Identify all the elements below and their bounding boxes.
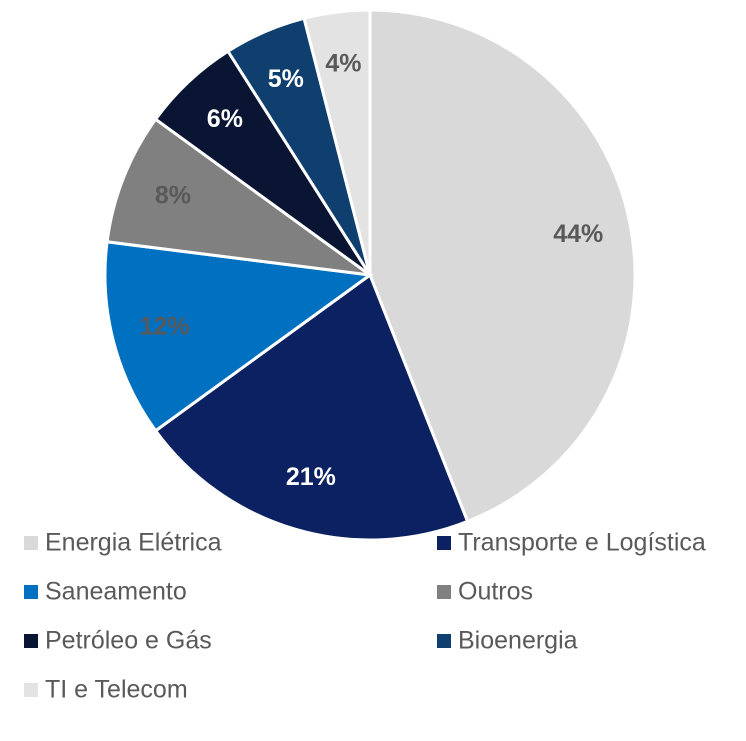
pie-slice bbox=[105, 117, 371, 277]
data-label: 44% bbox=[553, 220, 603, 248]
data-label: 5% bbox=[268, 65, 304, 93]
legend-label: Transporte e Logística bbox=[458, 529, 706, 557]
legend-label: Saneamento bbox=[45, 578, 187, 606]
legend-swatch bbox=[24, 683, 38, 697]
data-label: 6% bbox=[207, 105, 243, 133]
data-label: 4% bbox=[325, 49, 361, 77]
data-label: 8% bbox=[155, 182, 191, 210]
pie-slice bbox=[153, 272, 470, 542]
data-label: 12% bbox=[140, 312, 190, 340]
legend-swatch bbox=[437, 585, 451, 599]
legend-label: Bioenergia bbox=[458, 627, 578, 655]
legend-swatch bbox=[437, 634, 451, 648]
legend-swatch bbox=[24, 536, 38, 550]
pie-slice bbox=[103, 240, 374, 433]
pie-slice bbox=[302, 8, 372, 276]
legend-swatch bbox=[437, 536, 451, 550]
legend-swatch bbox=[24, 585, 38, 599]
legend-label: TI e Telecom bbox=[45, 676, 188, 704]
pie-slice bbox=[368, 8, 637, 524]
legend-swatch bbox=[24, 634, 38, 648]
data-label: 21% bbox=[286, 463, 336, 491]
legend-label: Energia Elétrica bbox=[45, 529, 222, 557]
legend-label: Petróleo e Gás bbox=[45, 627, 212, 655]
legend-label: Outros bbox=[458, 578, 533, 606]
